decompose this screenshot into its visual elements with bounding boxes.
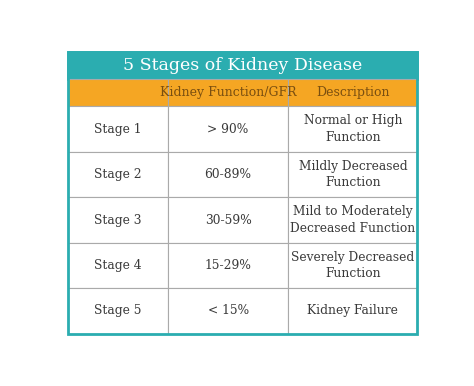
- Bar: [168, 152, 288, 197]
- Bar: [68, 152, 168, 197]
- Text: 30-59%: 30-59%: [205, 213, 252, 227]
- Text: Mildly Decreased
Function: Mildly Decreased Function: [299, 160, 407, 189]
- Text: Normal or High
Function: Normal or High Function: [304, 114, 402, 144]
- Bar: [168, 243, 288, 288]
- Text: Kidney Failure: Kidney Failure: [308, 305, 398, 318]
- Bar: [288, 107, 418, 152]
- Bar: [168, 288, 288, 334]
- Text: Severely Decreased
Function: Severely Decreased Function: [291, 251, 414, 280]
- Bar: [288, 197, 418, 243]
- Text: Stage 3: Stage 3: [94, 213, 142, 227]
- Text: 5 Stages of Kidney Disease: 5 Stages of Kidney Disease: [123, 57, 363, 74]
- Bar: [288, 79, 418, 107]
- Bar: [288, 243, 418, 288]
- Bar: [168, 197, 288, 243]
- Text: Stage 5: Stage 5: [94, 305, 142, 318]
- Text: > 90%: > 90%: [208, 123, 249, 135]
- Text: 60-89%: 60-89%: [205, 168, 252, 181]
- Text: Mild to Moderately
Decreased Function: Mild to Moderately Decreased Function: [290, 205, 416, 235]
- Text: Stage 2: Stage 2: [94, 168, 142, 181]
- Bar: [288, 288, 418, 334]
- Bar: [68, 107, 168, 152]
- Bar: [68, 79, 168, 107]
- Bar: [168, 79, 288, 107]
- Text: 15-29%: 15-29%: [205, 259, 252, 272]
- Bar: [288, 152, 418, 197]
- Text: Stage 4: Stage 4: [94, 259, 142, 272]
- Bar: [68, 243, 168, 288]
- Text: Kidney Function/GFR: Kidney Function/GFR: [160, 86, 296, 99]
- Bar: [168, 107, 288, 152]
- Bar: [68, 288, 168, 334]
- Text: < 15%: < 15%: [208, 305, 249, 318]
- Text: Stage 1: Stage 1: [94, 123, 142, 135]
- Bar: [68, 52, 418, 79]
- Bar: [68, 197, 168, 243]
- Text: Description: Description: [316, 86, 390, 99]
